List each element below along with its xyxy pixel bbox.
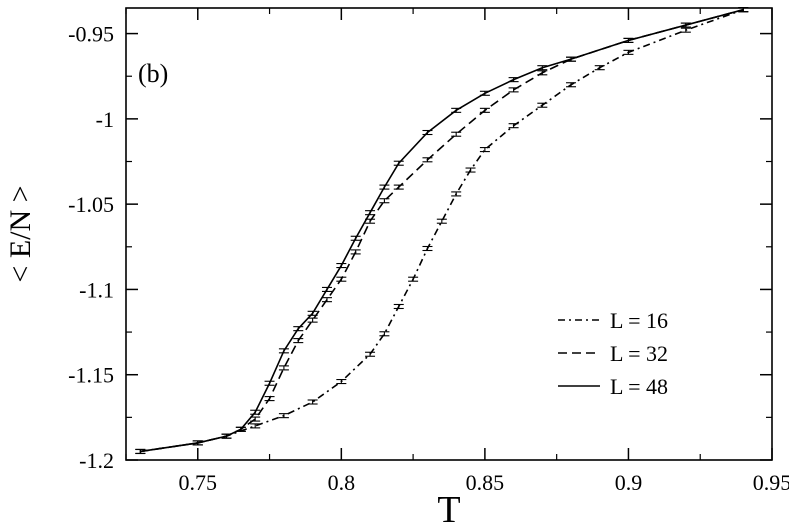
x-axis-title: T — [437, 489, 460, 528]
legend-label: L = 16 — [610, 308, 668, 333]
y-tick-label: -1.05 — [68, 192, 114, 217]
y-tick-label: -0.95 — [68, 22, 114, 47]
x-tick-label: 0.8 — [328, 470, 356, 495]
series-line — [140, 8, 744, 453]
plot-frame — [125, 7, 773, 461]
y-tick-label: -1 — [96, 107, 114, 132]
y-tick-label: -1.2 — [79, 448, 114, 473]
y-axis-title: < E/N > — [4, 185, 37, 282]
x-tick-label: 0.9 — [615, 470, 643, 495]
x-tick-label: 0.95 — [753, 470, 789, 495]
y-tick-label: -1.15 — [68, 363, 114, 388]
legend-label: L = 32 — [610, 341, 668, 366]
legend: L = 16 L = 32 L = 48 — [558, 308, 668, 399]
y-tick-label: -1.1 — [79, 277, 114, 302]
x-tick-label: 0.85 — [466, 470, 505, 495]
series-solid — [135, 7, 749, 455]
series-layer — [135, 7, 749, 455]
x-tick-label: 0.75 — [179, 470, 218, 495]
tick-layer: 0.75 0.8 0.85 0.9 0.95 -1.2 -1.15 -1.1 -1.05 -1 -0… — [68, 8, 789, 495]
legend-label: L = 48 — [610, 374, 668, 399]
panel-label: (b) — [138, 59, 168, 88]
